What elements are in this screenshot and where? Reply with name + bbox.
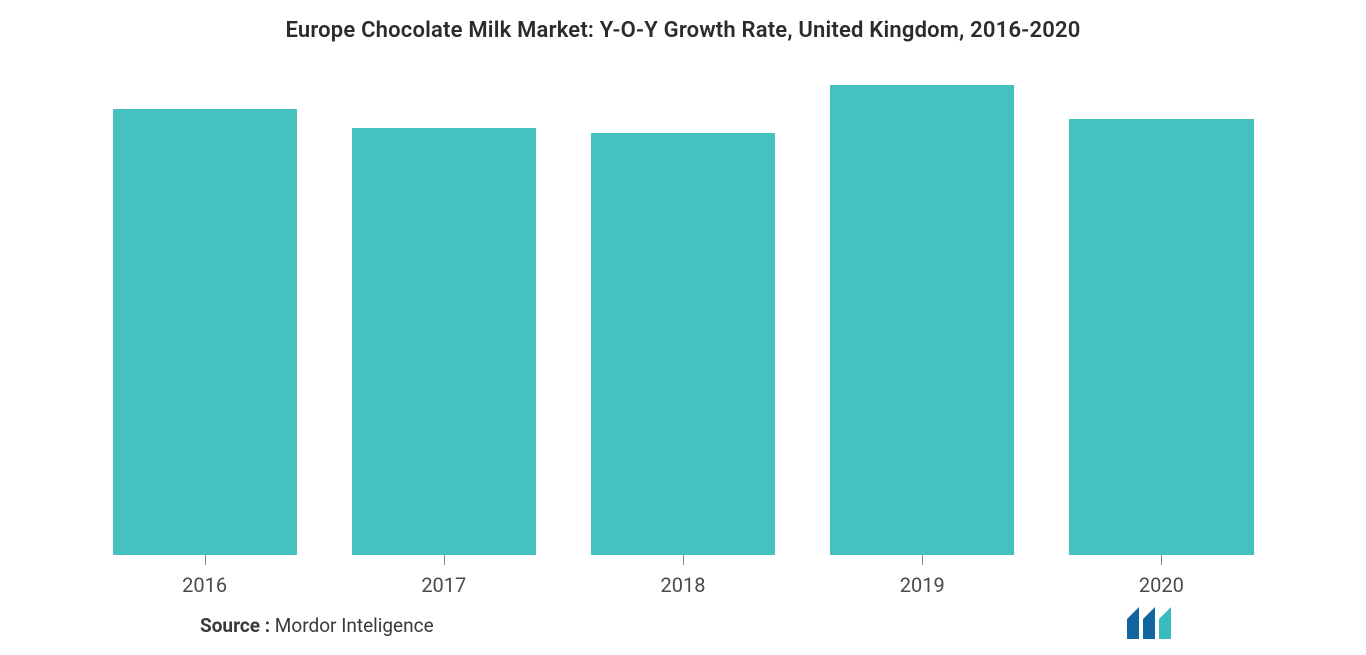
- mordor-logo-icon: [1125, 605, 1181, 641]
- logo-bar-2: [1143, 607, 1155, 639]
- bar-2020: [1069, 119, 1253, 556]
- bar-slot: [563, 70, 802, 555]
- source-text: Mordor Inteligence: [270, 614, 434, 637]
- source-label: Source :: [200, 614, 270, 637]
- bar-2016: [113, 109, 297, 555]
- bar-slot: [803, 70, 1042, 555]
- chart-title: Europe Chocolate Milk Market: Y-O-Y Grow…: [0, 0, 1366, 43]
- bar-2018: [591, 133, 775, 555]
- source-attribution: Source : Mordor Inteligence: [200, 614, 434, 637]
- logo-bars: [1127, 607, 1171, 639]
- bar-slot: [85, 70, 324, 555]
- logo-bar-1: [1127, 607, 1139, 639]
- x-label: 2019: [803, 573, 1042, 597]
- x-tick: [1161, 555, 1162, 565]
- x-tick: [683, 555, 684, 565]
- x-tick: [205, 555, 206, 565]
- x-tick: [444, 555, 445, 565]
- x-label: 2018: [563, 573, 802, 597]
- bar-2019: [830, 85, 1014, 555]
- chart-plot-area: [85, 70, 1281, 555]
- x-axis-labels: 2016 2017 2018 2019 2020: [85, 573, 1281, 597]
- bars-container: [85, 70, 1281, 555]
- x-tick: [922, 555, 923, 565]
- x-label: 2017: [324, 573, 563, 597]
- logo-bar-3: [1159, 607, 1171, 639]
- x-label: 2016: [85, 573, 324, 597]
- bar-slot: [324, 70, 563, 555]
- bar-slot: [1042, 70, 1281, 555]
- x-label: 2020: [1042, 573, 1281, 597]
- bar-2017: [352, 128, 536, 555]
